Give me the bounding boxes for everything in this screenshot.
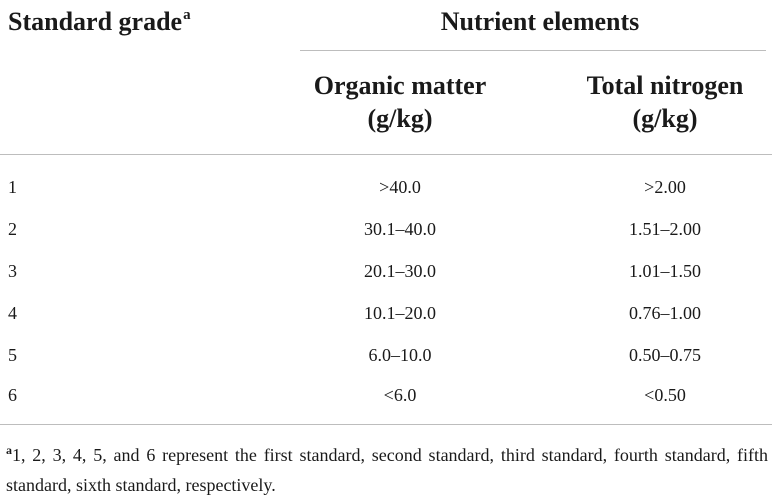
column-header-total-nitrogen-unit: (g/kg) [632,104,698,133]
organic-matter-cell: <6.0 [383,385,417,405]
footnote-text: 1, 2, 3, 4, 5, and 6 represent the first… [6,445,768,495]
stub-header: Standard gradea [8,6,191,42]
column-header-organic-matter: Organic matter (g/kg) [290,69,510,135]
column-header-organic-matter-name: Organic matter [313,71,487,100]
total-nitrogen-cell: <0.50 [644,385,686,405]
grade-cell: 6 [8,385,17,405]
column-header-total-nitrogen-name: Total nitrogen [586,71,744,100]
total-nitrogen-cell: 0.76–1.00 [629,303,701,323]
table-bottom-rule [0,424,772,425]
column-header-organic-matter-unit: (g/kg) [367,104,433,133]
organic-matter-cell: 10.1–20.0 [364,303,436,323]
organic-matter-cell: >40.0 [379,177,421,197]
organic-matter-cell: 30.1–40.0 [364,219,436,239]
column-header-total-nitrogen: Total nitrogen (g/kg) [560,69,770,135]
footnote-mark: a [6,443,12,457]
group-header: Nutrient elements [440,7,640,36]
organic-matter-cell: 20.1–30.0 [364,261,436,281]
total-nitrogen-cell: >2.00 [644,177,686,197]
total-nitrogen-cell: 1.51–2.00 [629,219,701,239]
grade-cell: 2 [8,219,17,239]
grade-cell: 4 [8,303,17,323]
group-header-rule [300,50,766,51]
grade-cell: 3 [8,261,17,281]
total-nitrogen-cell: 1.01–1.50 [629,261,701,281]
stub-header-label: Standard grade [8,7,183,36]
table-footnote: a1, 2, 3, 4, 5, and 6 represent the firs… [6,441,768,499]
grade-cell: 1 [8,177,17,197]
stub-footnote-mark: a [183,7,191,23]
grade-cell: 5 [8,345,17,365]
total-nitrogen-cell: 0.50–0.75 [629,345,701,365]
header-rule [0,154,772,155]
organic-matter-cell: 6.0–10.0 [368,345,432,365]
